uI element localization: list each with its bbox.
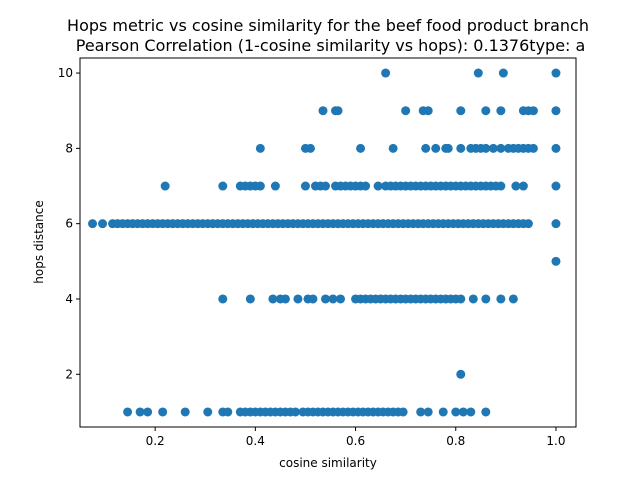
data-point-7 [401, 106, 411, 116]
y-tick-label: 8 [65, 141, 73, 155]
data-point-9 [423, 106, 433, 116]
chart-title-line-1: Hops metric vs cosine similarity for the… [67, 16, 589, 35]
data-point-25 [443, 143, 453, 153]
data-point-4 [318, 106, 328, 116]
data-point-253 [398, 407, 408, 417]
data-point-12 [496, 106, 506, 116]
data-point-216 [158, 407, 168, 417]
data-point-1 [473, 68, 483, 78]
data-point-209 [481, 294, 491, 304]
data-point-59 [373, 181, 383, 191]
data-point-48 [300, 181, 310, 191]
data-point-38 [528, 143, 538, 153]
data-point-173 [551, 219, 561, 229]
x-tick-label: 0.8 [446, 434, 465, 448]
data-point-214 [135, 407, 145, 417]
data-point-15 [528, 106, 538, 116]
data-point-46 [255, 181, 265, 191]
data-point-6 [333, 106, 343, 116]
data-point-31 [488, 143, 498, 153]
y-tick-label: 6 [65, 217, 73, 231]
data-point-177 [268, 294, 278, 304]
data-point-17 [255, 143, 265, 153]
data-point-32 [496, 143, 506, 153]
y-axis-label: hops distance [32, 200, 46, 283]
data-point-179 [280, 294, 290, 304]
data-point-220 [223, 407, 233, 417]
y-tick-label: 4 [65, 292, 73, 306]
data-point-260 [481, 407, 491, 417]
data-point-11 [481, 106, 491, 116]
data-point-175 [218, 294, 228, 304]
data-point-20 [356, 143, 366, 153]
data-point-40 [160, 181, 170, 191]
data-point-87 [88, 219, 98, 229]
data-point-47 [270, 181, 280, 191]
data-point-172 [523, 219, 533, 229]
plot-frame [79, 57, 577, 428]
data-point-255 [423, 407, 433, 417]
data-point-85 [518, 181, 528, 191]
data-point-254 [416, 407, 426, 417]
data-point-23 [431, 143, 441, 153]
data-point-215 [143, 407, 153, 417]
data-point-183 [320, 294, 330, 304]
data-point-232 [290, 407, 300, 417]
data-point-58 [361, 181, 371, 191]
x-axis-label: cosine similarity [279, 456, 377, 470]
data-point-19 [305, 143, 315, 153]
x-tick-label: 1.0 [546, 434, 565, 448]
data-point-21 [388, 143, 398, 153]
data-point-174 [551, 256, 561, 266]
y-tick-label: 2 [65, 367, 73, 381]
chart-title-line-2: Pearson Correlation (1-cosine similarity… [71, 36, 586, 55]
data-point-2 [498, 68, 508, 78]
data-point-213 [123, 407, 133, 417]
data-point-10 [456, 106, 466, 116]
data-point-185 [336, 294, 346, 304]
y-tick-label: 10 [58, 66, 73, 80]
x-tick-label: 0.2 [146, 434, 165, 448]
data-point-83 [496, 181, 506, 191]
data-point-207 [456, 294, 466, 304]
data-point-26 [456, 143, 466, 153]
data-point-184 [328, 294, 338, 304]
x-tick-label: 0.6 [346, 434, 365, 448]
data-point-84 [511, 181, 521, 191]
data-point-51 [320, 181, 330, 191]
data-point-182 [308, 294, 318, 304]
data-point-210 [496, 294, 506, 304]
data-point-39 [551, 143, 561, 153]
data-point-86 [551, 181, 561, 191]
data-point-22 [421, 143, 431, 153]
data-point-218 [203, 407, 213, 417]
x-axis-ticks: 0.2 0.4 0.6 0.8 1.0 [146, 427, 566, 448]
data-point-180 [293, 294, 303, 304]
data-point-217 [180, 407, 190, 417]
data-point-41 [218, 181, 228, 191]
data-point-258 [458, 407, 468, 417]
data-point-212 [456, 369, 466, 379]
data-point-0 [381, 68, 391, 78]
data-point-30 [481, 143, 491, 153]
data-point-259 [466, 407, 476, 417]
data-point-208 [468, 294, 478, 304]
y-axis-ticks: 2 4 6 8 10 [58, 66, 80, 381]
x-tick-label: 0.4 [246, 434, 265, 448]
data-point-211 [508, 294, 518, 304]
data-point-16 [551, 106, 561, 116]
data-point-88 [98, 219, 108, 229]
data-point-257 [451, 407, 461, 417]
data-point-3 [551, 68, 561, 78]
data-point-176 [245, 294, 255, 304]
data-point-256 [438, 407, 448, 417]
data-points [88, 68, 561, 417]
